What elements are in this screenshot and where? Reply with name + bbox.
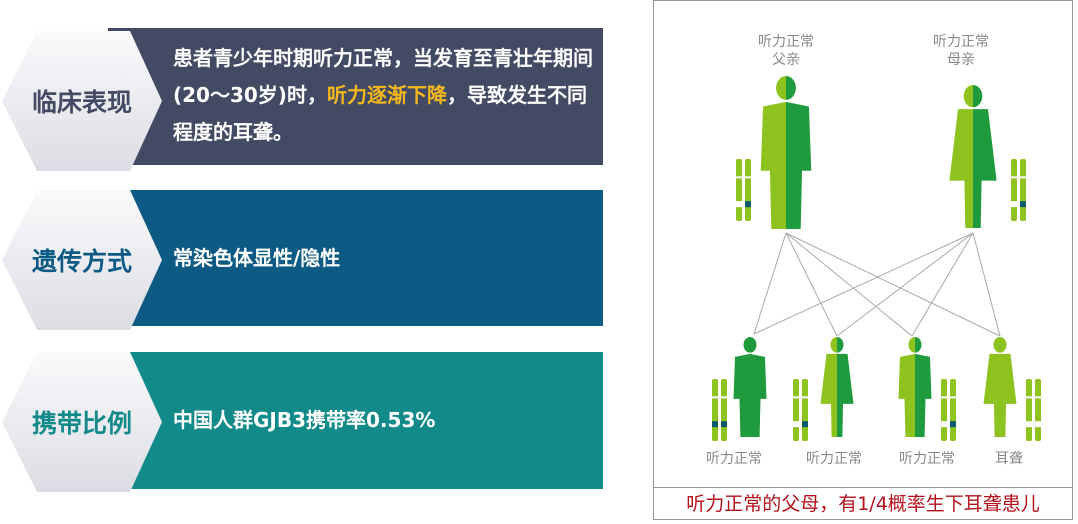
father-chromosomes-band (736, 176, 742, 179)
pedigree-line (785, 232, 838, 337)
father-label-2: 父亲 (772, 52, 800, 68)
pedigree-line (753, 232, 974, 335)
inheritance-text: 常染色体显性/隐性 (173, 246, 341, 270)
pedigree-line (753, 232, 787, 335)
mother-chromosomes (1020, 159, 1026, 221)
child-1-chromosomes-band (712, 396, 718, 399)
child-4-chromosomes-band (1035, 396, 1041, 399)
child-2-chromosomes-marker (802, 421, 808, 428)
child-2-chromosomes-band (802, 396, 808, 399)
child-4-chromosomes-marker (1026, 421, 1032, 428)
child-2-chromosomes (793, 379, 799, 441)
child-3-chromosomes-band (941, 396, 947, 399)
child-1-chromosomes (721, 379, 727, 441)
pedigree-line (785, 232, 1001, 337)
mother-chromosomes-marker (1011, 201, 1017, 208)
inheritance-diagram: 听力正常 父亲 听力正常 母亲 听力正常 听力正常 听力正常 耳聋 (653, 0, 1073, 520)
pedigree-svg: 听力正常 父亲 听力正常 母亲 听力正常 听力正常 听力正常 耳聋 (706, 34, 1041, 467)
child-4-chromosomes-band (1026, 396, 1032, 399)
child-label-4: 耳聋 (995, 451, 1023, 467)
mother-chromosomes-band (1020, 176, 1026, 179)
carrier-text: 中国人群GJB3携带率0.53% (173, 408, 436, 432)
father-figure (760, 76, 812, 229)
child-4-chromosomes (1026, 379, 1032, 441)
hex-label-inheritance: 遗传方式 (2, 190, 162, 330)
hex-label-clinical: 临床表现 (2, 31, 162, 171)
child-1-chromosomes-band (721, 396, 727, 399)
child-1-chromosomes-marker (712, 421, 718, 428)
child-3-chromosomes (950, 379, 956, 441)
mother-chromosomes-marker (1020, 201, 1026, 208)
panel-inheritance: 常染色体显性/隐性 (108, 190, 603, 326)
clinical-text: 患者青少年时期听力正常，当发育至青壮年期间(20～30岁)时，听力逐渐下降，导致… (173, 46, 593, 144)
child-3-chromosomes (941, 379, 947, 441)
mother-label-2: 母亲 (947, 52, 975, 68)
father-chromosomes-marker (745, 201, 751, 208)
child-2-chromosomes-marker (793, 421, 799, 428)
child-1-chromosomes-marker (721, 421, 727, 428)
child-3-chromosomes-band (950, 396, 956, 399)
panel-clinical: 患者青少年时期听力正常，当发育至青壮年期间(20～30岁)时，听力逐渐下降，导致… (108, 28, 603, 165)
mother-figure (949, 85, 997, 228)
pedigree-line (972, 232, 1001, 337)
child-4-figure (983, 337, 1017, 437)
child-label-2: 听力正常 (806, 451, 862, 467)
child-2-figure (820, 337, 854, 437)
child-3-figure (898, 337, 932, 437)
diagram-caption: 听力正常的父母，有1/4概率生下耳聋患儿 (653, 487, 1073, 521)
child-2-chromosomes-band (793, 396, 799, 399)
father-chromosomes-band (745, 176, 751, 179)
child-1-figure (733, 337, 767, 437)
child-label-1: 听力正常 (706, 451, 762, 467)
pedigree-line (911, 232, 974, 337)
father-chromosomes (736, 159, 742, 221)
child-2-chromosomes (802, 379, 808, 441)
mother-chromosomes-band (1011, 176, 1017, 179)
hex-label-carrier: 携带比例 (2, 352, 162, 492)
mother-chromosomes (1011, 159, 1017, 221)
child-3-chromosomes-marker (941, 421, 947, 428)
child-4-chromosomes (1035, 379, 1041, 441)
pedigree-line (785, 232, 913, 337)
mother-label-1: 听力正常 (933, 34, 989, 50)
father-chromosomes (745, 159, 751, 221)
father-chromosomes-marker (736, 201, 742, 208)
father-label-1: 听力正常 (758, 34, 814, 50)
child-label-3: 听力正常 (899, 451, 955, 467)
pedigree-line (836, 232, 974, 337)
panel-carrier: 中国人群GJB3携带率0.53% (108, 352, 603, 489)
child-4-chromosomes-marker (1035, 421, 1041, 428)
highlight-text: 听力逐渐下降 (326, 83, 447, 107)
child-3-chromosomes-marker (950, 421, 956, 428)
child-1-chromosomes (712, 379, 718, 441)
